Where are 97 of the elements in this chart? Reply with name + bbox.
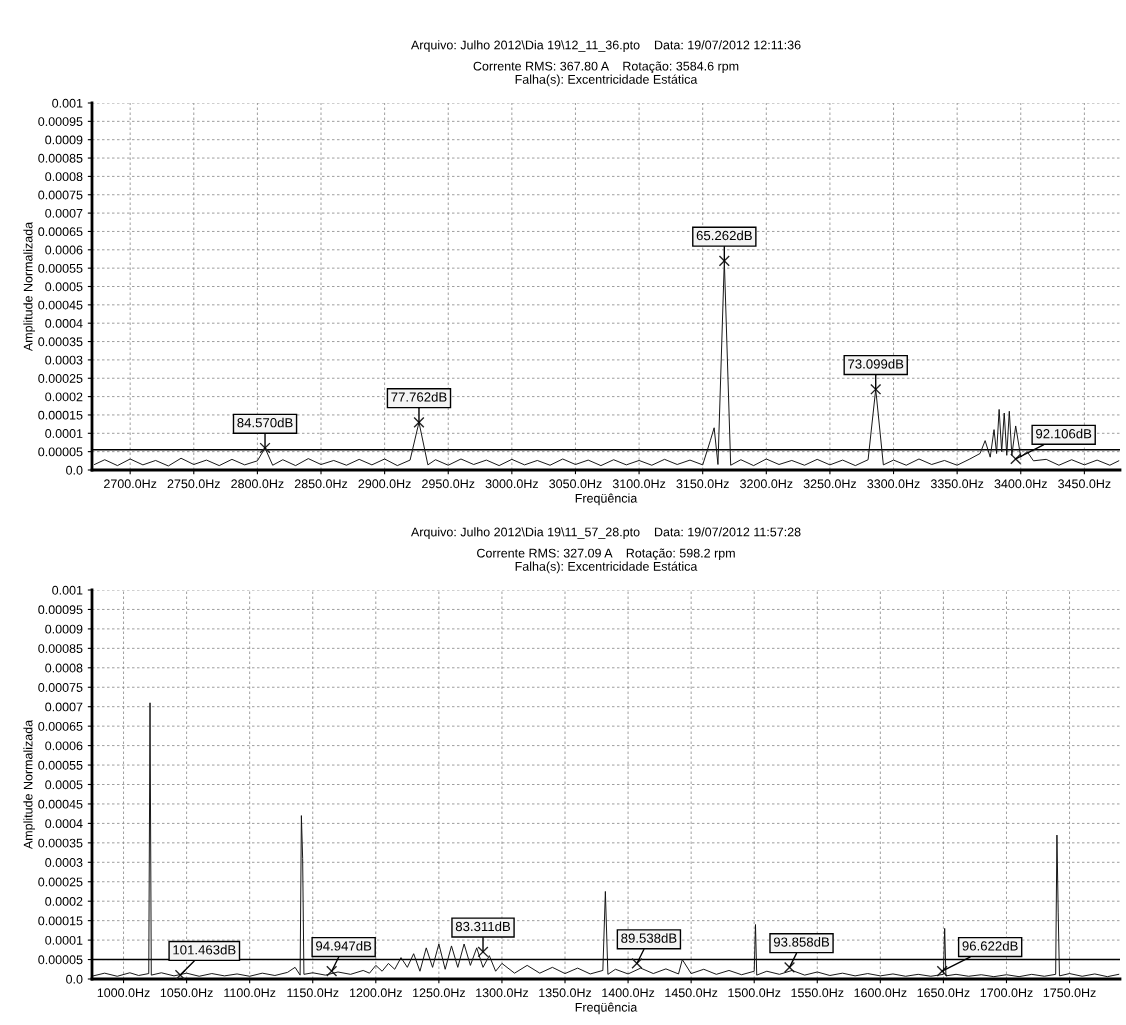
y-tick-label: 0.0003 bbox=[45, 355, 83, 365]
x-tick-label: 1200.0Hz bbox=[350, 988, 402, 998]
x-tick-label: 1150.0Hz bbox=[287, 988, 339, 998]
y-tick-label: 0.0002 bbox=[45, 897, 83, 906]
x-tick-label: 1050.0Hz bbox=[160, 988, 213, 998]
y-tick-label: 0.00075 bbox=[38, 683, 83, 692]
y-tick-label: 0.0008 bbox=[45, 663, 83, 673]
x-tick-label: 2850.0Hz bbox=[294, 479, 348, 489]
y-tick-label: 0.00075 bbox=[38, 190, 83, 200]
x-tick-label: 1350.0Hz bbox=[539, 988, 592, 998]
y-tick-label: 0.0001 bbox=[45, 429, 83, 438]
x-tick-label: 3050.0Hz bbox=[549, 479, 602, 489]
x-axis-title: Freqüência bbox=[575, 1002, 638, 1015]
annotation: 89.538dB bbox=[621, 933, 677, 943]
annotation: 96.622dB bbox=[962, 940, 1018, 951]
x-tick-label: 3350.0Hz bbox=[930, 479, 984, 489]
y-tick-label: 0.001 bbox=[52, 98, 83, 108]
x-tick-label: 1650.0Hz bbox=[917, 988, 970, 998]
y-tick-label: 0.00005 bbox=[38, 955, 83, 965]
point bbox=[413, 416, 425, 428]
annotation: 77.762dB bbox=[391, 391, 447, 402]
y-tick-label: 0.0008 bbox=[45, 172, 83, 182]
y-tick-label: 0.00025 bbox=[38, 374, 83, 383]
annotation: 94.947dB bbox=[316, 940, 372, 951]
x-tick-label: 2900.0Hz bbox=[358, 479, 411, 489]
y-tick-label: 0.00095 bbox=[38, 605, 83, 615]
y-tick-label: 0.0006 bbox=[45, 245, 83, 255]
y-tick-label: 0.00015 bbox=[38, 410, 83, 420]
y-tick-label: 0.0 bbox=[66, 974, 83, 984]
y-tick-label: 0.0005 bbox=[45, 282, 83, 292]
y-tick-label: 0.0001 bbox=[45, 935, 83, 945]
y-axis-title: Amplitude Normalizada bbox=[23, 719, 36, 850]
y-tick-label: 0.0009 bbox=[45, 135, 83, 145]
x-tick-label: 2700.0Hz bbox=[104, 479, 157, 489]
y-tick-label: 0.0003 bbox=[45, 858, 83, 867]
x-tick-label: 1500.0Hz bbox=[728, 988, 781, 998]
x-tick-label: 3000.0Hz bbox=[485, 479, 538, 489]
y-tick-label: 0.0007 bbox=[45, 208, 83, 218]
y-tick-label: 0.0004 bbox=[45, 319, 83, 328]
y-tick-label: 0.0 bbox=[66, 465, 83, 475]
annotation: 101.463dB bbox=[173, 944, 236, 955]
x-tick-label: 3450.0Hz bbox=[1058, 479, 1111, 489]
y-tick-label: 0.00035 bbox=[38, 337, 83, 347]
y-tick-label: 0.00005 bbox=[38, 447, 83, 457]
x-tick-label: 3200.0Hz bbox=[740, 479, 793, 489]
y-tick-label: 0.00035 bbox=[38, 838, 83, 848]
y-axis-title: Amplitude Normalizada bbox=[23, 221, 36, 352]
x-tick-label: 3100.0Hz bbox=[612, 479, 666, 489]
x-tick-label: 2800.0Hz bbox=[231, 479, 284, 489]
annotation: 65.262dB bbox=[696, 230, 752, 241]
annotation: 84.570dB bbox=[237, 417, 293, 428]
y-tick-label: 0.00085 bbox=[38, 153, 83, 163]
point bbox=[718, 255, 730, 267]
annotation: 73.099dB bbox=[848, 358, 904, 369]
y-tick-label: 0.00065 bbox=[38, 721, 83, 731]
x-tick-label: 1250.0Hz bbox=[413, 988, 465, 998]
x-tick-label: 1550.0Hz bbox=[791, 988, 844, 998]
x-axis-title: Freqüência bbox=[575, 493, 638, 506]
chart-subtitle: Corrente RMS: 367.80 A Rotação: 3584.6 rpm Falha(s): Excentricidade Estática bbox=[473, 61, 739, 87]
annotation: 92.106dB bbox=[1036, 428, 1092, 439]
x-tick-label: 3300.0Hz bbox=[867, 479, 920, 489]
y-tick-label: 0.00065 bbox=[38, 227, 83, 237]
annotation: 83.311dB bbox=[455, 921, 511, 932]
x-tick-label: 1450.0Hz bbox=[665, 988, 718, 998]
x-tick-label: 1600.0Hz bbox=[854, 988, 907, 998]
point bbox=[870, 383, 882, 395]
y-tick-label: 0.00055 bbox=[38, 263, 83, 273]
y-tick-label: 0.0009 bbox=[45, 624, 83, 634]
y-tick-label: 0.00015 bbox=[38, 916, 83, 926]
chart-subtitle: Corrente RMS: 327.09 A Rotação: 598.2 rpm Falha(s): Excentricidade Estática bbox=[477, 548, 735, 574]
y-tick-label: 0.00055 bbox=[38, 760, 83, 770]
y-tick-label: 0.00045 bbox=[38, 799, 83, 809]
x-tick-label: 2750.0Hz bbox=[167, 479, 220, 489]
point bbox=[259, 442, 271, 454]
x-tick-label: 1000.0Hz bbox=[97, 988, 150, 998]
x-tick-label: 3250.0Hz bbox=[803, 479, 857, 489]
y-tick-label: 0.00045 bbox=[38, 300, 83, 310]
y-tick-label: 0.0002 bbox=[45, 392, 83, 402]
y-tick-label: 0.001 bbox=[52, 585, 83, 595]
y-tick-label: 0.00085 bbox=[38, 644, 83, 653]
x-tick-label: 1700.0Hz bbox=[980, 988, 1033, 998]
x-tick-label: 1750.0Hz bbox=[1043, 988, 1096, 998]
x-tick-label: 1300.0Hz bbox=[476, 988, 529, 998]
annotation: 93.858dB bbox=[773, 937, 830, 947]
y-tick-label: 0.00095 bbox=[38, 117, 83, 126]
y-tick-label: 0.0007 bbox=[45, 702, 83, 712]
chart-title: Arquivo: Julho 2012\Dia 19\12_11_36.pto Data: 19/07/2012 12:11:36 bbox=[410, 40, 801, 52]
chart-title: Arquivo: Julho 2012\Dia 19\11_57_28.pto Data: 19/07/2012 11:57:28 bbox=[410, 527, 801, 539]
y-tick-label: 0.00025 bbox=[38, 877, 83, 887]
x-tick-label: 1400.0Hz bbox=[602, 988, 655, 998]
x-tick-label: 1100.0Hz bbox=[224, 988, 276, 998]
x-tick-label: 2950.0Hz bbox=[422, 479, 475, 489]
y-tick-label: 0.0004 bbox=[45, 819, 83, 829]
y-tick-label: 0.0005 bbox=[45, 780, 83, 790]
x-tick-label: 3400.0Hz bbox=[994, 479, 1047, 489]
y-tick-label: 0.0006 bbox=[45, 741, 83, 751]
x-tick-label: 3150.0Hz bbox=[676, 479, 729, 489]
